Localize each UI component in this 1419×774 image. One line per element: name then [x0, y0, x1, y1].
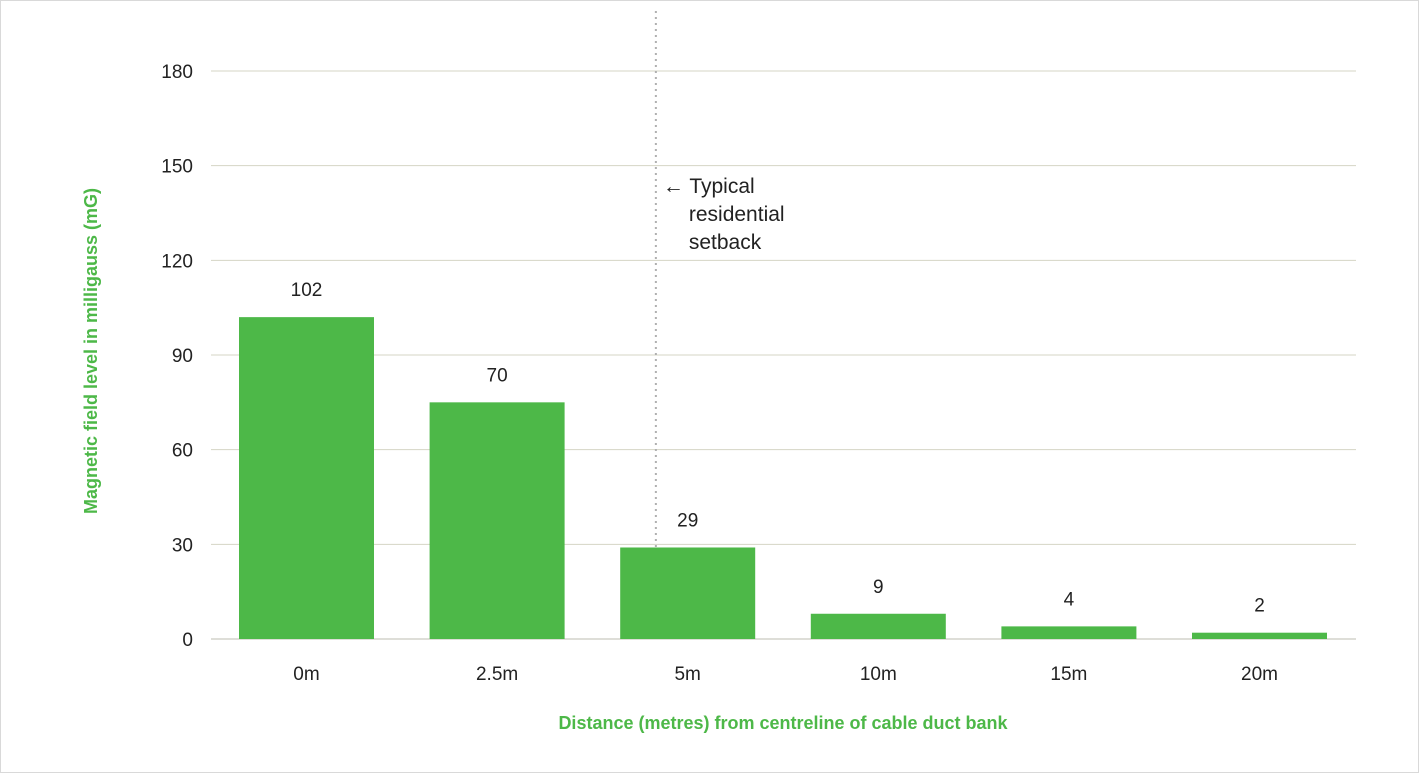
bar — [1192, 632, 1327, 639]
y-tick-label: 150 — [161, 157, 193, 178]
bar — [239, 317, 374, 639]
bar-value-label: 102 — [291, 280, 323, 301]
bars — [239, 317, 1327, 639]
y-axis-title: Magnetic field level in milligauss (mG) — [81, 188, 101, 514]
x-tick-label: 20m — [1241, 664, 1278, 685]
x-tick-label: 5m — [674, 664, 700, 685]
x-tick-label: 10m — [860, 664, 897, 685]
setback-annotation-text: ← Typical residential setback — [663, 175, 785, 254]
y-tick-label: 90 — [172, 346, 193, 367]
gridlines — [211, 70, 1356, 640]
y-axis-ticks: 0 30 60 90 120 150 180 — [161, 62, 193, 651]
x-tick-label: 0m — [293, 664, 319, 685]
bar — [810, 613, 946, 639]
y-tick-label: 180 — [161, 62, 193, 83]
data-labels: 102 70 29 9 4 2 — [291, 280, 1265, 617]
y-tick-label: 60 — [172, 441, 193, 462]
bar — [1001, 626, 1137, 639]
setback-annotation: ← Typical residential setback — [654, 11, 785, 548]
x-axis-ticks: 0m 2.5m 5m 10m 15m 20m — [293, 664, 1278, 685]
annotation-line: residential — [689, 203, 785, 226]
y-tick-label: 120 — [161, 251, 193, 272]
bar — [429, 402, 565, 639]
annotation-line: ← Typical — [663, 175, 755, 198]
x-tick-label: 2.5m — [476, 664, 518, 685]
bar — [620, 547, 756, 639]
bar-value-label: 4 — [1064, 589, 1075, 610]
bar-value-label: 29 — [677, 510, 698, 531]
x-axis-title: Distance (metres) from centreline of cab… — [558, 713, 1008, 733]
bar-value-label: 2 — [1254, 596, 1265, 617]
annotation-line: setback — [689, 231, 762, 254]
y-tick-label: 0 — [182, 630, 193, 651]
x-tick-label: 15m — [1050, 664, 1087, 685]
bar-value-label: 70 — [487, 365, 508, 386]
y-tick-label: 30 — [172, 535, 193, 556]
bar-value-label: 9 — [873, 577, 884, 598]
